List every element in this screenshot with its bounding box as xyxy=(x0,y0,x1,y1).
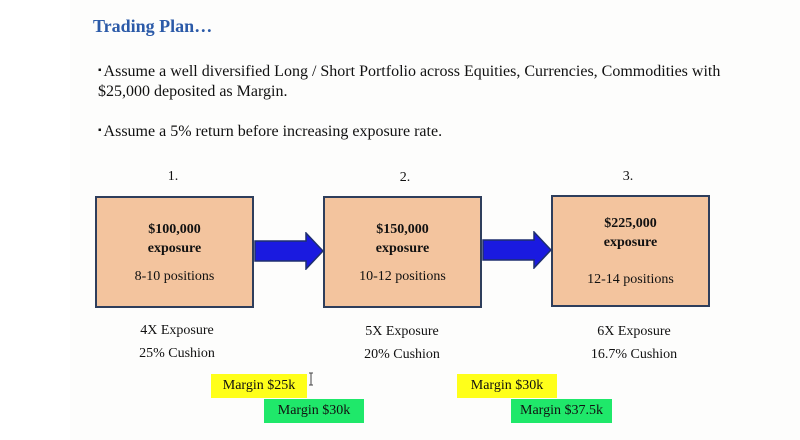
positions-count: 10-12 positions xyxy=(359,269,446,284)
bullet-item: ▪ Assume a well diversified Long / Short … xyxy=(98,61,758,102)
exposure-amount: $150,000 xyxy=(376,222,429,237)
exposure-amount: $225,000 xyxy=(604,216,657,231)
right-arrow-icon xyxy=(254,232,324,270)
exposure-box: $225,000 exposure 12-14 positions xyxy=(551,195,710,307)
step-number: 2. xyxy=(399,170,411,185)
leverage-label: 5X Exposure xyxy=(365,324,439,339)
bullet-item: ▪ Assume a 5% return before increasing ex… xyxy=(98,121,758,142)
margin-highlight: Margin $25k xyxy=(211,374,307,398)
text-cursor-icon xyxy=(309,372,313,386)
bullet-icon: ▪ xyxy=(98,65,102,76)
step-number: 3. xyxy=(622,169,634,184)
margin-highlight: Margin $30k xyxy=(457,374,557,398)
bullet-text: Assume a well diversified Long / Short P… xyxy=(98,63,721,100)
margin-highlight: Margin $30k xyxy=(264,399,364,423)
positions-count: 8-10 positions xyxy=(134,269,215,284)
cushion-label: 25% Cushion xyxy=(139,346,215,361)
step-caption: 4X Exposure 25% Cushion xyxy=(97,319,257,365)
page-title: Trading Plan… xyxy=(93,16,213,36)
margin-highlight: Margin $37.5k xyxy=(511,399,612,423)
leverage-label: 6X Exposure xyxy=(597,324,671,339)
step-number: 1. xyxy=(167,169,179,184)
exposure-amount: $100,000 xyxy=(148,222,201,237)
exposure-label: exposure xyxy=(603,235,658,250)
step-caption: 5X Exposure 20% Cushion xyxy=(322,320,482,366)
cushion-label: 20% Cushion xyxy=(364,347,440,362)
step-caption: 6X Exposure 16.7% Cushion xyxy=(554,320,714,366)
cushion-label: 16.7% Cushion xyxy=(590,347,678,362)
leverage-label: 4X Exposure xyxy=(140,323,214,338)
right-arrow-icon xyxy=(482,231,552,269)
exposure-label: exposure xyxy=(375,241,430,256)
exposure-box: $100,000 exposure 8-10 positions xyxy=(95,196,254,308)
bullet-text: Assume a 5% return before increasing exp… xyxy=(103,123,443,140)
positions-count: 12-14 positions xyxy=(587,272,674,287)
exposure-label: exposure xyxy=(147,241,202,256)
bullet-icon: ▪ xyxy=(98,125,102,136)
exposure-box: $150,000 exposure 10-12 positions xyxy=(323,196,482,308)
